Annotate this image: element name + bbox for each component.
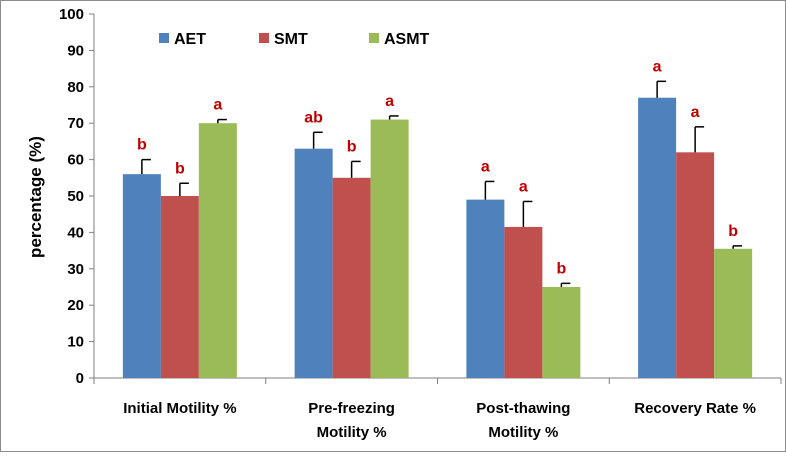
y-tick-label: 70: [67, 115, 84, 132]
bar-aet: [122, 174, 161, 378]
significance-label: b: [137, 137, 147, 154]
significance-label: b: [728, 223, 738, 240]
x-tick-label: Motility %: [317, 424, 387, 441]
bar-smt: [676, 152, 715, 378]
y-tick-label: 40: [67, 224, 84, 241]
significance-label: b: [347, 138, 357, 155]
bar-asmt: [542, 287, 581, 378]
significance-label: b: [175, 160, 185, 177]
y-tick-label: 80: [67, 79, 84, 96]
significance-label: a: [653, 58, 662, 75]
legend-label-asmt: ASMT: [384, 31, 430, 48]
axes: 0 10 20 30 40 50 60 70 80 90 100 Initial Motility %…: [59, 6, 782, 441]
significance-label: a: [385, 93, 394, 110]
x-tick-label: Pre-freezing: [308, 400, 395, 417]
x-tick-label: Recovery Rate %: [634, 400, 756, 417]
bar-asmt: [198, 123, 237, 378]
legend-swatch-smt: [259, 33, 269, 43]
legend-label-aet: AET: [174, 31, 206, 48]
x-tick-label: Post-thawing: [476, 400, 570, 417]
legend-label-smt: SMT: [274, 31, 308, 48]
x-tick-label: Motility %: [488, 424, 558, 441]
bar-asmt: [370, 119, 409, 378]
legend: AET SMT ASMT: [159, 31, 430, 48]
significance-label: ab: [304, 109, 323, 126]
bar-aet: [466, 199, 505, 378]
y-tick-label: 100: [59, 6, 84, 23]
bar-aet: [294, 148, 333, 378]
legend-swatch-aet: [159, 33, 169, 43]
significance-label: b: [556, 260, 566, 277]
y-tick-label: 60: [67, 152, 84, 169]
y-axis-label: percentage (%): [26, 136, 45, 258]
x-tick-label: Initial Motility %: [123, 400, 236, 417]
legend-swatch-asmt: [369, 33, 379, 43]
significance-label: a: [691, 104, 700, 121]
bar-smt: [160, 196, 199, 378]
bar-aet: [638, 97, 677, 378]
y-tick-label: 20: [67, 297, 84, 314]
y-tick-label: 50: [67, 188, 84, 205]
significance-label: a: [213, 97, 222, 114]
y-tick-label: 30: [67, 261, 84, 278]
y-tick-label: 10: [67, 334, 84, 351]
significance-label: a: [519, 178, 528, 195]
bar-smt: [504, 226, 543, 378]
y-tick-label: 90: [67, 42, 84, 59]
significance-label: a: [481, 158, 490, 175]
bar-asmt: [714, 248, 753, 378]
bar-smt: [332, 177, 371, 378]
y-tick-label: 0: [76, 370, 84, 387]
